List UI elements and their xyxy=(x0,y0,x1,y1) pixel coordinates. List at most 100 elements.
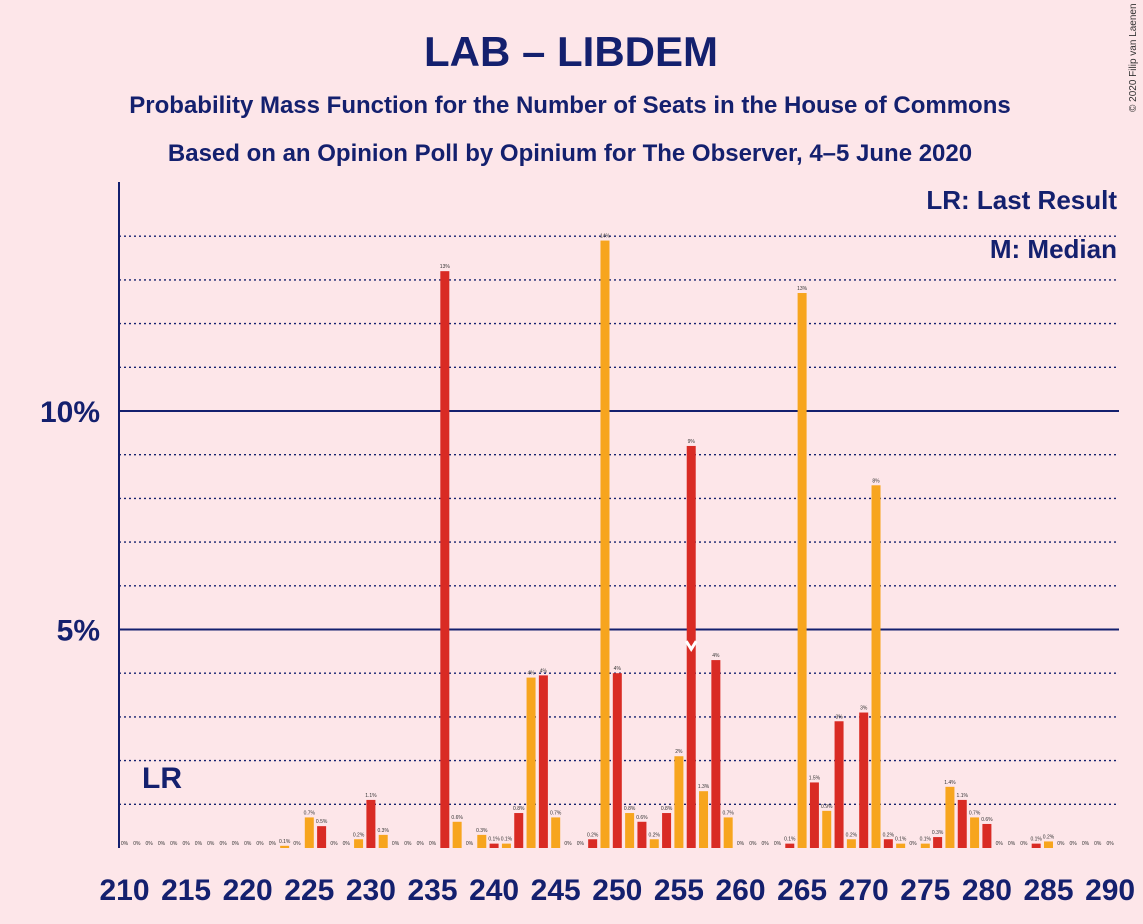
x-tick-labels: 210 215 220 225 230 235 240 245 250 255 260 265 270 2… xyxy=(99,874,1135,907)
data-labels: 0% 0% 0% 0% 0% 0% 0% 0% 0% 0% 0% 0% 0% 0.1% 0%0.7%0.5%… xyxy=(121,234,1114,847)
bar-seat-226 xyxy=(317,826,327,848)
bar-label-seat-262: 0% xyxy=(762,841,770,847)
bar-seat-240 xyxy=(489,843,499,848)
bar-label-seat-276: 0.3% xyxy=(932,830,944,836)
bar-seat-265 xyxy=(797,293,807,848)
x-tick-label: 235 xyxy=(407,874,457,907)
bar-seat-249 xyxy=(600,240,610,848)
bar-label-seat-277: 1.4% xyxy=(944,780,956,786)
bar-label-seat-265: 13% xyxy=(797,286,808,292)
x-tick-label: 270 xyxy=(839,874,889,907)
bar-seat-284 xyxy=(1031,843,1041,848)
chart-title: LAB – LIBDEM xyxy=(424,28,718,75)
bar-label-seat-287: 0% xyxy=(1070,841,1078,847)
bar-seat-257 xyxy=(699,791,709,848)
bar-label-seat-249: 14% xyxy=(600,234,611,240)
bar-label-seat-236: 13% xyxy=(440,264,451,270)
bar-label-seat-245: 0.7% xyxy=(550,810,562,816)
bar-seat-242 xyxy=(514,813,524,848)
bar-label-seat-273: 0.1% xyxy=(895,837,907,843)
bar-label-seat-272: 0.2% xyxy=(883,832,895,838)
x-tick-label: 285 xyxy=(1023,874,1073,907)
bar-seat-223 xyxy=(280,845,290,848)
x-tick-label: 240 xyxy=(469,874,519,907)
x-tick-label: 265 xyxy=(777,874,827,907)
bar-label-seat-274: 0% xyxy=(909,841,917,847)
bar-label-seat-213: 0% xyxy=(158,841,166,847)
bar-label-seat-248: 0.2% xyxy=(587,832,599,838)
bar-seat-252 xyxy=(637,821,647,848)
bar-label-seat-234: 0% xyxy=(417,841,425,847)
bar-seat-231 xyxy=(378,834,388,848)
bar-label-seat-231: 0.3% xyxy=(378,828,390,834)
bar-label-seat-255: 2% xyxy=(675,749,683,755)
bar-label-seat-257: 1.3% xyxy=(698,784,710,790)
bar-label-seat-217: 0% xyxy=(207,841,215,847)
bar-label-seat-218: 0% xyxy=(219,841,227,847)
bar-label-seat-260: 0% xyxy=(737,841,745,847)
x-tick-label: 255 xyxy=(654,874,704,907)
x-tick-label: 245 xyxy=(531,874,581,907)
y-tick-label: 5% xyxy=(57,615,100,648)
bar-label-seat-278: 1.1% xyxy=(957,793,969,799)
bar-label-seat-240: 0.1% xyxy=(488,837,500,843)
bar-label-seat-252: 0.6% xyxy=(636,815,648,821)
bar-seat-277 xyxy=(945,786,955,848)
bar-label-seat-212: 0% xyxy=(146,841,154,847)
bar-label-seat-258: 4% xyxy=(712,653,720,659)
x-tick-label: 210 xyxy=(99,874,149,907)
bar-seat-275 xyxy=(920,843,930,848)
bar-label-seat-227: 0% xyxy=(330,841,338,847)
bar-label-seat-226: 0.5% xyxy=(316,819,328,825)
bar-label-seat-214: 0% xyxy=(170,841,178,847)
bar-label-seat-221: 0% xyxy=(256,841,264,847)
median-marker xyxy=(684,640,698,652)
bar-seat-251 xyxy=(625,813,635,848)
bar-label-seat-286: 0% xyxy=(1057,841,1065,847)
last-result-label: LR xyxy=(142,762,182,795)
x-tick-label: 220 xyxy=(223,874,273,907)
bar-label-seat-230: 1.1% xyxy=(365,793,377,799)
bars xyxy=(280,240,1053,848)
x-tick-label: 230 xyxy=(346,874,396,907)
bar-seat-278 xyxy=(957,799,967,848)
bar-label-seat-285: 0.2% xyxy=(1043,834,1055,840)
bar-label-seat-232: 0% xyxy=(392,841,400,847)
x-tick-label: 275 xyxy=(900,874,950,907)
bar-seat-279 xyxy=(970,817,980,848)
bar-seat-250 xyxy=(612,673,622,848)
x-tick-label: 260 xyxy=(715,874,765,907)
bar-label-seat-210: 0% xyxy=(121,841,129,847)
bar-label-seat-220: 0% xyxy=(244,841,252,847)
bar-seat-241 xyxy=(501,843,511,848)
bar-label-seat-216: 0% xyxy=(195,841,203,847)
bar-seat-272 xyxy=(883,839,893,848)
x-tick-label: 280 xyxy=(962,874,1012,907)
bar-label-seat-244: 4% xyxy=(540,668,548,674)
bar-label-seat-289: 0% xyxy=(1094,841,1102,847)
bar-label-seat-282: 0% xyxy=(1008,841,1016,847)
bar-seat-237 xyxy=(452,821,462,848)
bar-label-seat-268: 3% xyxy=(835,714,843,720)
x-tick-label: 225 xyxy=(284,874,334,907)
bar-label-seat-224: 0% xyxy=(293,841,301,847)
bar-seat-225 xyxy=(304,817,314,848)
bar-label-seat-239: 0.3% xyxy=(476,828,488,834)
bar-seat-255 xyxy=(674,756,684,848)
y-tick-label: 10% xyxy=(40,396,100,429)
bar-label-seat-283: 0% xyxy=(1020,841,1028,847)
bar-label-seat-270: 3% xyxy=(860,706,868,712)
legend-median: M: Median xyxy=(990,234,1117,264)
bar-label-seat-266: 1.5% xyxy=(809,775,821,781)
bar-label-seat-253: 0.2% xyxy=(649,832,661,838)
bar-seat-276 xyxy=(933,837,943,848)
legend-last-result: LR: Last Result xyxy=(926,185,1117,215)
bar-label-seat-271: 8% xyxy=(872,478,880,484)
bar-seat-268 xyxy=(834,721,844,848)
bar-label-seat-222: 0% xyxy=(269,841,277,847)
bar-label-seat-241: 0.1% xyxy=(501,837,513,843)
bar-seat-273 xyxy=(896,843,906,848)
bar-seat-243 xyxy=(526,677,536,848)
bar-seat-269 xyxy=(846,839,856,848)
bar-label-seat-246: 0% xyxy=(564,841,572,847)
